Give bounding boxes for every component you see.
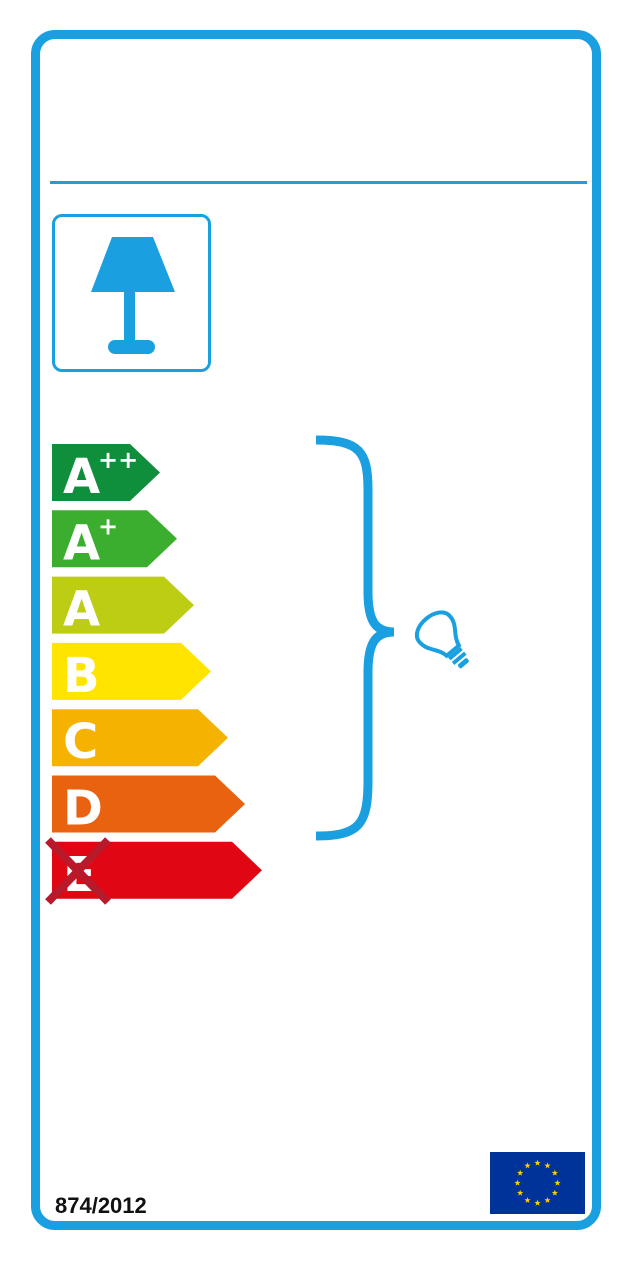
- energy-class-b: B: [52, 642, 211, 704]
- table-lamp-icon: [91, 237, 175, 354]
- energy-class-letter: D: [63, 781, 103, 837]
- eu-star: [534, 1159, 541, 1166]
- eu-star: [534, 1199, 541, 1206]
- eu-star: [551, 1189, 558, 1196]
- energy-class-arrow: [52, 510, 177, 568]
- energy-class-letter: A: [63, 449, 100, 505]
- eu-star: [517, 1169, 524, 1176]
- energy-class-letter: B: [63, 648, 100, 704]
- energy-class-a: A: [52, 576, 194, 638]
- label-frame: [31, 30, 601, 1230]
- energy-class-letter: A: [63, 515, 100, 571]
- energy-class-letter: A: [63, 582, 100, 638]
- eu-star: [517, 1189, 524, 1196]
- eu-star: [524, 1162, 531, 1169]
- eu-star: [554, 1179, 561, 1186]
- light-bulb-icon: [415, 610, 469, 669]
- energy-class-superscript: +: [98, 512, 118, 540]
- eu-star: [514, 1179, 521, 1186]
- energy-class-arrow: [52, 841, 262, 899]
- regulation-number: 874/2012: [55, 1193, 147, 1218]
- energy-class-ap: A+: [52, 510, 177, 571]
- energy-class-letter: C: [63, 714, 98, 770]
- energy-class-c: C: [52, 709, 228, 770]
- eu-star: [551, 1169, 558, 1176]
- energy-class-arrow: [52, 642, 211, 700]
- energy-class-d: D: [52, 775, 245, 837]
- energy-class-arrow: [52, 576, 194, 634]
- energy-class-arrow: [52, 775, 245, 833]
- energy-class-superscript: ++: [98, 446, 138, 474]
- energy-class-arrows: A++A+ABCDE: [52, 444, 262, 903]
- cross-out-icon: [45, 837, 111, 905]
- energy-class-arrow: [52, 444, 160, 501]
- eu-star: [544, 1162, 551, 1169]
- eu-star: [524, 1197, 531, 1203]
- luminaire-icon-box: [52, 214, 211, 372]
- eu-flag-icon: [490, 1152, 585, 1214]
- header-divider: [50, 181, 587, 184]
- energy-class-app: A++: [52, 444, 160, 505]
- eu-star: [544, 1197, 551, 1203]
- range-brace: [315, 435, 395, 841]
- energy-class-arrow: [52, 709, 228, 767]
